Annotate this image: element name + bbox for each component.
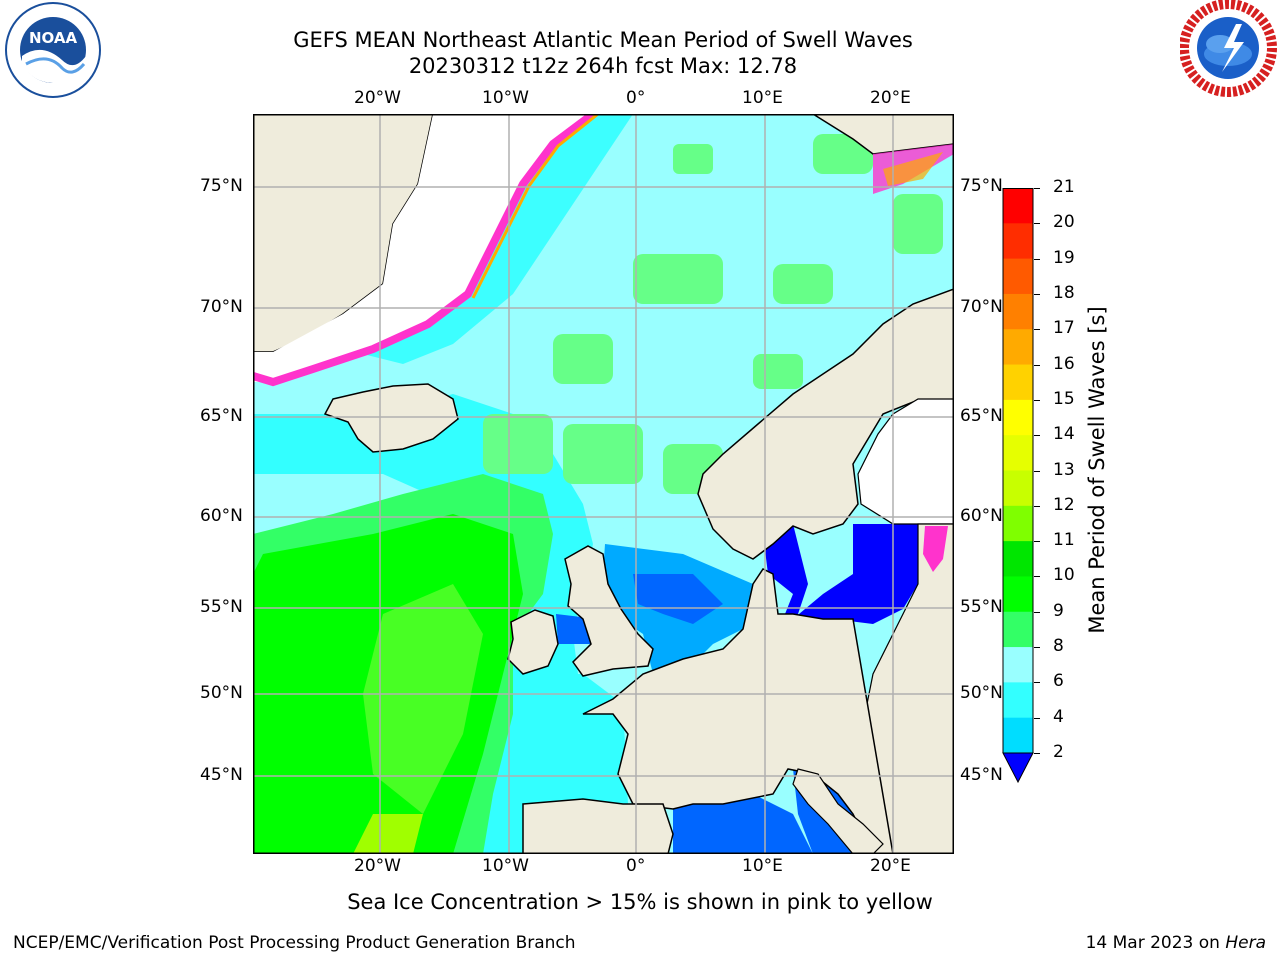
footer-date: 14 Mar 2023 on Hera: [1086, 933, 1266, 953]
colorbar-segment: [1003, 611, 1033, 648]
colorbar-tick-mark: [1034, 753, 1040, 754]
colorbar-tick-mark: [1034, 188, 1040, 189]
lon-label-bottom-10w: 10°W: [482, 856, 529, 876]
lon-label-top-20e: 20°E: [870, 88, 911, 108]
colorbar-tick-mark: [1034, 364, 1040, 366]
map-frame: [253, 114, 954, 854]
scandinavia-land: [697, 287, 955, 560]
iberia-land: [522, 798, 674, 855]
colorbar-tick-mark: [1034, 505, 1040, 507]
colorbar-segment: [1003, 505, 1033, 542]
footer-date-text: 14 Mar 2023 on: [1085, 933, 1226, 953]
colorbar-tick-mark: [1034, 576, 1040, 578]
lat-label-right-65n: 65°N: [960, 406, 1003, 426]
lat-label-left-55n: 55°N: [200, 597, 243, 617]
colorbar-segment: [1003, 682, 1033, 719]
lon-label-bottom-0: 0°: [626, 856, 646, 876]
colorbar-tick-mark: [1034, 258, 1040, 260]
colorbar-segment: [1003, 329, 1033, 366]
lat-label-right-50n: 50°N: [960, 683, 1003, 703]
lon-label-top-20w: 20°W: [354, 88, 401, 108]
colorbar-title: Mean Period of Swell Waves [s]: [1085, 306, 1109, 634]
footer-host: Hera: [1225, 933, 1266, 953]
nws-logo: [1179, 0, 1278, 98]
colorbar-tick-label: 21: [1053, 177, 1075, 197]
lat-label-right-60n: 60°N: [960, 506, 1003, 526]
colorbar-segment: [1003, 258, 1033, 295]
lat-label-left-60n: 60°N: [200, 506, 243, 526]
noaa-logo-text: NOAA: [29, 29, 78, 47]
colorbar-tick-label: 16: [1053, 353, 1075, 374]
colorbar-segment: [1003, 647, 1033, 683]
footer-producer: NCEP/EMC/Verification Post Processing Pr…: [13, 933, 576, 953]
colorbar-tick-mark: [1034, 293, 1040, 295]
colorbar-segment: [1003, 541, 1033, 577]
colorbar-segment: [1003, 364, 1033, 401]
colorbar-tick-label: 12: [1053, 494, 1075, 515]
colorbar-extend-arrow: [1002, 752, 1034, 784]
colorbar-tick-label: 9: [1053, 600, 1064, 621]
colorbar-tick-label: 20: [1053, 212, 1075, 233]
colorbar-tick-mark: [1034, 223, 1040, 225]
colorbar-tick-label: 15: [1053, 388, 1075, 409]
colorbar-tick-mark: [1034, 647, 1040, 649]
lat-label-right-75n: 75°N: [960, 176, 1003, 196]
ireland-land: [507, 609, 559, 675]
lat-lon-grid: [253, 114, 954, 854]
colorbar-segment: [1003, 470, 1033, 507]
colorbar-tick-label: 13: [1053, 459, 1075, 480]
colorbar-tick-mark: [1034, 541, 1040, 543]
colorbar: [1002, 188, 1034, 784]
lon-label-top-10w: 10°W: [482, 88, 529, 108]
lat-label-left-70n: 70°N: [200, 297, 243, 317]
sea-ice-edge: [251, 110, 596, 387]
colorbar-tick-label: 6: [1053, 671, 1064, 692]
lat-label-right-55n: 55°N: [960, 597, 1003, 617]
colorbar-tick-mark: [1034, 682, 1040, 684]
colorbar-segment: [1003, 223, 1033, 260]
iceland-land: [323, 383, 459, 453]
colorbar-tick-label: 18: [1053, 282, 1075, 303]
lat-label-left-75n: 75°N: [200, 176, 243, 196]
noaa-logo: NOAA: [2, 2, 104, 102]
lat-label-left-50n: 50°N: [200, 683, 243, 703]
colorbar-tick-label: 14: [1053, 424, 1075, 445]
colorbar-tick-label: 4: [1053, 706, 1064, 727]
colorbar-tick-label: 11: [1053, 530, 1075, 551]
map-title: GEFS MEAN Northeast Atlantic Mean Period…: [293, 28, 913, 52]
colorbar-tick-mark: [1034, 329, 1040, 331]
swell-period-map: [251, 110, 955, 855]
colorbar-segment: [1003, 576, 1033, 613]
map-subtitle: 20230312 t12z 264h fcst Max: 12.78: [408, 54, 798, 78]
colorbar-segment: [1003, 293, 1033, 330]
lon-label-bottom-10e: 10°E: [742, 856, 783, 876]
great-britain-land: [564, 545, 654, 677]
lon-label-bottom-20e: 20°E: [870, 856, 911, 876]
colorbar-tick-mark: [1034, 611, 1040, 613]
lon-label-top-10e: 10°E: [742, 88, 783, 108]
colorbar-segment: [1003, 188, 1033, 224]
colorbar-segment: [1003, 399, 1033, 436]
colorbar-tick-label: 19: [1053, 247, 1075, 268]
colorbar-tick-label: 2: [1053, 742, 1064, 762]
sea-ice-note: Sea Ice Concentration > 15% is shown in …: [347, 890, 933, 914]
colorbar-tick-label: 8: [1053, 636, 1064, 657]
colorbar-tick-mark: [1034, 717, 1040, 719]
lat-label-left-65n: 65°N: [200, 406, 243, 426]
lon-label-top-0: 0°: [626, 88, 646, 108]
colorbar-tick-label: 17: [1053, 318, 1075, 339]
colorbar-segment: [1003, 717, 1033, 754]
colorbar-tick-label: 10: [1053, 565, 1075, 586]
lat-label-right-70n: 70°N: [960, 297, 1003, 317]
lat-label-left-45n: 45°N: [200, 765, 243, 785]
colorbar-segment: [1003, 435, 1033, 471]
colorbar-tick-mark: [1034, 399, 1040, 401]
lat-label-right-45n: 45°N: [960, 765, 1003, 785]
lon-label-bottom-20w: 20°W: [354, 856, 401, 876]
colorbar-tick-mark: [1034, 435, 1040, 437]
colorbar-tick-mark: [1034, 470, 1040, 472]
